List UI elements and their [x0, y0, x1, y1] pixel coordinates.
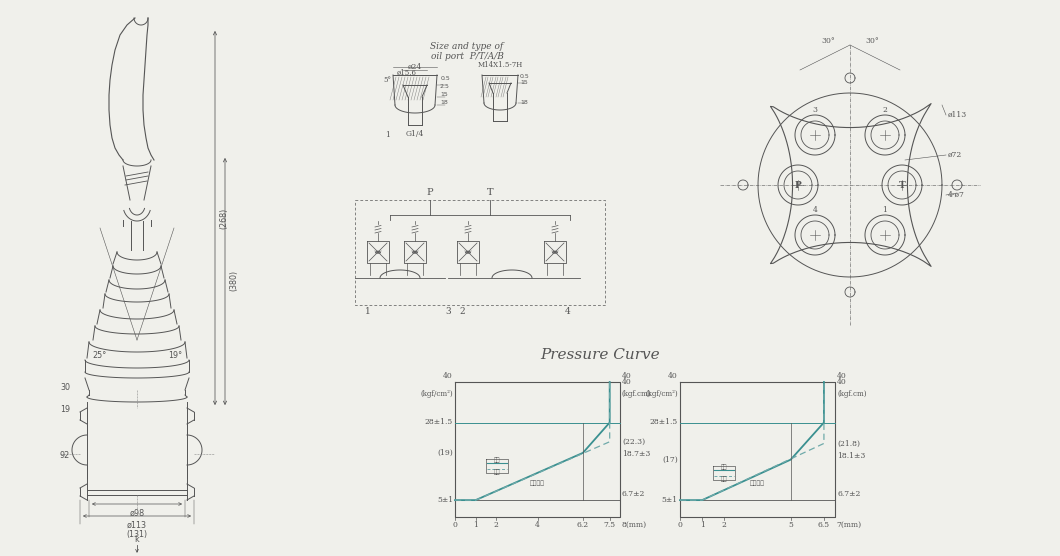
Text: 18.1±3: 18.1±3 [837, 452, 865, 460]
Text: 2.5: 2.5 [440, 85, 449, 90]
Text: 40: 40 [668, 372, 678, 380]
Text: G1/4: G1/4 [406, 130, 424, 138]
Text: ø24: ø24 [408, 63, 422, 71]
Text: 3: 3 [813, 106, 817, 114]
Text: 30: 30 [60, 384, 70, 393]
Text: 19: 19 [59, 405, 70, 415]
Text: T: T [487, 188, 493, 197]
Text: 19°: 19° [167, 351, 182, 360]
Text: 28±1.5: 28±1.5 [425, 419, 453, 426]
Text: 30°: 30° [822, 37, 835, 45]
Text: (19): (19) [437, 449, 453, 457]
Text: (268): (268) [219, 207, 228, 229]
Text: 4: 4 [535, 521, 540, 529]
Text: 6.5: 6.5 [818, 521, 830, 529]
Text: 18: 18 [440, 101, 447, 106]
Text: 4: 4 [565, 307, 571, 316]
Text: (kgf/cm²): (kgf/cm²) [646, 390, 678, 398]
Text: Pressure Curve: Pressure Curve [541, 348, 659, 362]
Text: 40: 40 [622, 372, 632, 380]
Text: ø72: ø72 [948, 151, 962, 159]
Text: 0: 0 [677, 521, 683, 529]
Text: 1: 1 [365, 307, 371, 316]
Text: 40: 40 [837, 372, 847, 380]
Text: 40: 40 [837, 378, 847, 386]
Text: 3: 3 [445, 307, 450, 316]
Text: (21.8): (21.8) [837, 439, 860, 448]
Text: (kgf.cm): (kgf.cm) [837, 390, 866, 398]
Text: 92: 92 [59, 450, 70, 459]
Text: 2: 2 [722, 521, 727, 529]
Text: 1: 1 [385, 131, 390, 139]
Text: 1: 1 [473, 521, 478, 529]
Text: M14X1.5-7H: M14X1.5-7H [477, 61, 523, 69]
Text: (22.3): (22.3) [622, 438, 646, 446]
Text: 6.7±2: 6.7±2 [837, 490, 861, 498]
Text: 15: 15 [520, 81, 528, 86]
Text: ø113: ø113 [948, 111, 967, 119]
Text: 30°: 30° [865, 37, 879, 45]
Text: 15: 15 [440, 92, 447, 97]
Text: ø15.6: ø15.6 [398, 69, 417, 77]
Text: 5°: 5° [383, 76, 391, 84]
Text: 0.5: 0.5 [520, 75, 530, 80]
Text: 8(mm): 8(mm) [621, 521, 647, 529]
Text: 前进: 前进 [721, 464, 727, 470]
Text: 2: 2 [494, 521, 498, 529]
Text: 25°: 25° [93, 351, 107, 360]
Text: 前进: 前进 [494, 458, 500, 463]
Text: 0: 0 [453, 521, 458, 529]
Text: 18: 18 [520, 101, 528, 106]
Text: ø113: ø113 [127, 521, 147, 530]
Text: 1: 1 [883, 206, 887, 214]
Text: 二次压力: 二次压力 [530, 480, 545, 486]
Text: 1: 1 [700, 521, 705, 529]
Text: (380): (380) [229, 270, 239, 291]
Text: 7(mm): 7(mm) [836, 521, 861, 529]
Text: 18.7±3: 18.7±3 [622, 450, 651, 458]
Text: 二次压力: 二次压力 [750, 480, 765, 486]
Text: 2: 2 [883, 106, 887, 114]
Text: 4: 4 [813, 206, 817, 214]
Text: Size and type of: Size and type of [430, 42, 503, 51]
Text: 7.5: 7.5 [603, 521, 616, 529]
Text: 5±1: 5±1 [437, 496, 453, 504]
Text: (131): (131) [126, 530, 147, 539]
Text: oil port  P/T/A/B: oil port P/T/A/B [430, 52, 503, 61]
Text: 6.2: 6.2 [577, 521, 589, 529]
Text: 40: 40 [622, 378, 632, 386]
Text: 5: 5 [789, 521, 793, 529]
Text: (kgf.cm): (kgf.cm) [622, 390, 652, 398]
Text: k: k [135, 535, 139, 544]
Text: 40: 40 [443, 372, 453, 380]
Text: 6.7±2: 6.7±2 [622, 490, 646, 498]
Text: 后退: 后退 [494, 470, 500, 475]
Text: P: P [795, 181, 801, 190]
Text: 4-ø7: 4-ø7 [948, 191, 965, 199]
Text: 后退: 后退 [721, 476, 727, 482]
Text: ø98: ø98 [129, 509, 144, 518]
Text: (kgf/cm²): (kgf/cm²) [421, 390, 453, 398]
Text: P: P [427, 188, 434, 197]
Text: 2: 2 [459, 307, 465, 316]
Text: 0.5: 0.5 [441, 77, 450, 82]
Text: 5±1: 5±1 [661, 496, 678, 504]
Text: 28±1.5: 28±1.5 [650, 419, 678, 426]
Text: T: T [899, 181, 905, 190]
Text: (17): (17) [662, 455, 678, 464]
